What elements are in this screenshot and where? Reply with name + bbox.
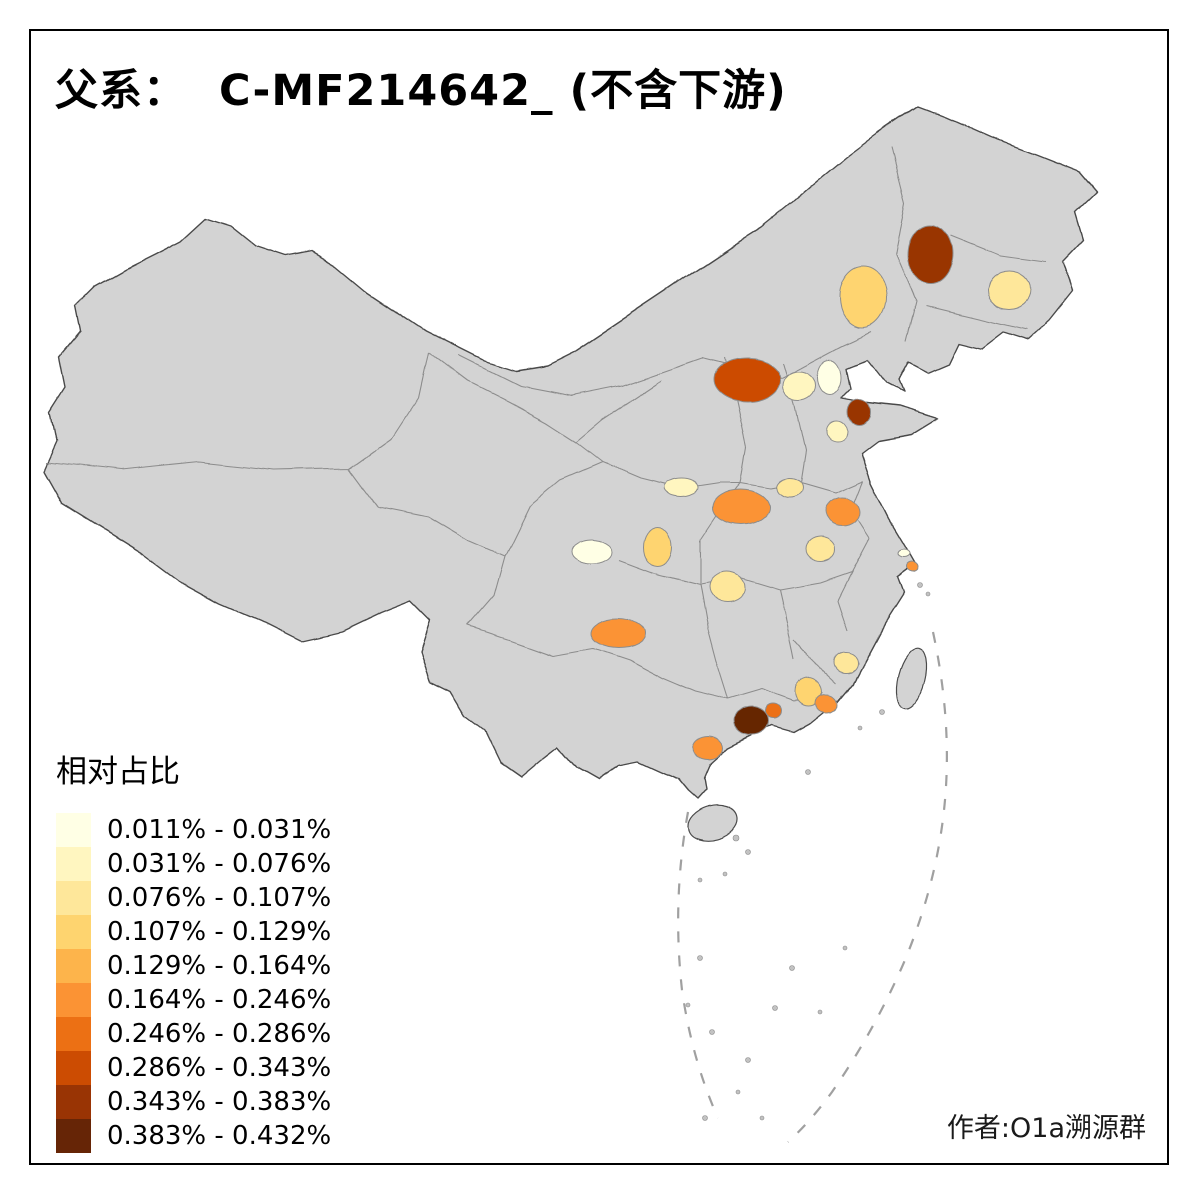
map-region: [906, 560, 920, 572]
legend-label: 0.129% - 0.164%: [107, 951, 332, 981]
map-region: [713, 357, 781, 403]
islet: [817, 1009, 823, 1015]
islet: [917, 582, 923, 588]
legend-item: 0.107% - 0.129%: [56, 915, 331, 949]
islet: [697, 877, 703, 883]
map-region: [804, 538, 836, 564]
map-region: [833, 651, 857, 673]
map-region: [692, 736, 724, 760]
map-region: [708, 572, 746, 604]
legend-swatch: [56, 1051, 91, 1085]
legend-item: 0.076% - 0.107%: [56, 881, 331, 915]
map-region: [589, 616, 645, 648]
highlighted-regions: [570, 224, 1031, 760]
islet: [702, 1115, 708, 1121]
islet: [745, 849, 751, 855]
map-region: [712, 488, 770, 526]
islet: [805, 769, 811, 775]
legend-swatch: [56, 1017, 91, 1051]
map-region: [818, 358, 844, 396]
legend-swatch: [56, 915, 91, 949]
islet: [759, 1115, 765, 1121]
map-region: [663, 477, 699, 497]
legend-item: 0.011% - 0.031%: [56, 813, 331, 847]
legend-swatch: [56, 881, 91, 915]
legend-label: 0.076% - 0.107%: [107, 883, 332, 913]
islet: [857, 725, 863, 731]
islet: [925, 591, 931, 597]
islet: [789, 965, 795, 971]
legend-item: 0.383% - 0.432%: [56, 1119, 331, 1153]
legend-swatch: [56, 949, 91, 983]
islet: [735, 1089, 741, 1095]
legend-item: 0.246% - 0.286%: [56, 1017, 331, 1051]
nine-dash-line-segment: [677, 811, 720, 1119]
map-region: [824, 496, 862, 528]
islet: [697, 955, 703, 961]
legend-label: 0.107% - 0.129%: [107, 917, 332, 947]
legend-items: 0.011% - 0.031% 0.031% - 0.076% 0.076% - 0…: [56, 813, 331, 1153]
islet: [685, 1002, 691, 1008]
legend-label: 0.011% - 0.031%: [107, 815, 332, 845]
legend-label: 0.286% - 0.343%: [107, 1053, 332, 1083]
map-region: [907, 224, 953, 286]
legend-label: 0.031% - 0.076%: [107, 849, 332, 879]
legend-swatch: [56, 813, 91, 847]
taiwan-island: [895, 647, 929, 709]
legend-item: 0.164% - 0.246%: [56, 983, 331, 1017]
map-region: [898, 547, 912, 557]
legend-title: 相对占比: [56, 754, 180, 790]
legend-label: 0.343% - 0.383%: [107, 1087, 332, 1117]
map-region: [734, 707, 770, 737]
china-mainland: [42, 106, 1098, 801]
hainan-island: [685, 805, 739, 843]
map-region: [985, 270, 1031, 310]
islet: [722, 871, 728, 877]
islet: [709, 1029, 715, 1035]
legend-item: 0.031% - 0.076%: [56, 847, 331, 881]
legend-label: 0.383% - 0.432%: [107, 1121, 332, 1151]
legend-swatch: [56, 1085, 91, 1119]
map-region: [782, 370, 818, 402]
map-region: [570, 539, 614, 565]
south-china-sea-islands: [677, 582, 948, 1143]
islet: [879, 709, 885, 715]
nine-dash-line-segment: [787, 631, 948, 1143]
legend-label: 0.164% - 0.246%: [107, 985, 332, 1015]
map-region: [765, 704, 783, 720]
islet: [842, 945, 848, 951]
attribution: 作者:O1a溯源群: [946, 1113, 1146, 1144]
islet: [772, 1005, 778, 1011]
legend-swatch: [56, 1119, 91, 1153]
islet: [745, 1057, 751, 1063]
map-region: [816, 693, 838, 713]
legend-item: 0.343% - 0.383%: [56, 1085, 331, 1119]
legend: 相对占比 0.011% - 0.031% 0.031% - 0.076% 0.076…: [56, 746, 331, 1153]
legend-swatch: [56, 983, 91, 1017]
legend-item: 0.129% - 0.164%: [56, 949, 331, 983]
islet: [732, 834, 740, 842]
legend-label: 0.246% - 0.286%: [107, 1019, 332, 1049]
legend-item: 0.286% - 0.343%: [56, 1051, 331, 1085]
map-region: [776, 476, 804, 498]
map-title: 父系： C-MF214642_ (不含下游): [55, 66, 787, 116]
map-region: [846, 398, 870, 426]
legend-swatch: [56, 847, 91, 881]
map-region: [643, 525, 673, 567]
map-region: [837, 265, 887, 329]
map-region: [796, 677, 824, 707]
map-region: [825, 420, 847, 442]
